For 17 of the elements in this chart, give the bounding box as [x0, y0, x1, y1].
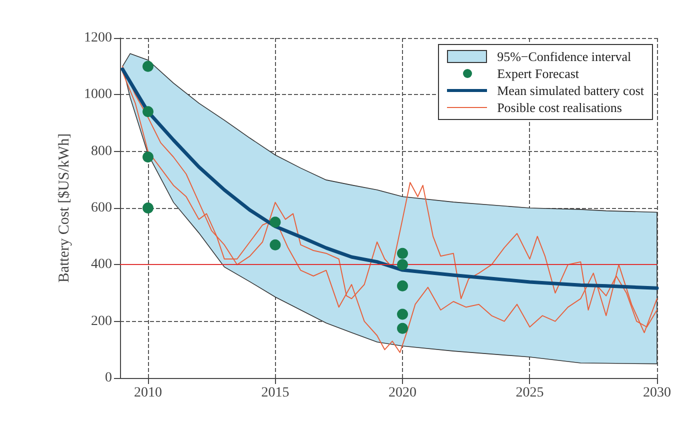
x-tick-label: 2025 [516, 386, 544, 400]
y-tick-label: 0 [105, 370, 112, 386]
x-tick-label: 2030 [643, 386, 671, 400]
y-tick-label: 1000 [84, 87, 112, 102]
annotation: 95%−Confidence interval [497, 48, 632, 65]
y-tick-label: 600 [91, 200, 112, 216]
y-tick-label: 200 [91, 314, 112, 329]
x-tick-label: 2010 [134, 386, 162, 400]
legend-label: Posible cost realisations [497, 99, 622, 116]
legend-label: Mean simulated battery cost [497, 82, 644, 99]
y-axis-title: Battery Cost [$US/kWh] [56, 133, 72, 283]
y-tick-label: 400 [91, 257, 112, 272]
legend-label: Expert Forecast [497, 65, 580, 82]
x-tick-label: 2015 [261, 386, 290, 400]
y-tick-label: 800 [91, 144, 112, 159]
y-tick-label: 1200 [84, 30, 112, 46]
x-tick-label: 2020 [388, 386, 416, 400]
